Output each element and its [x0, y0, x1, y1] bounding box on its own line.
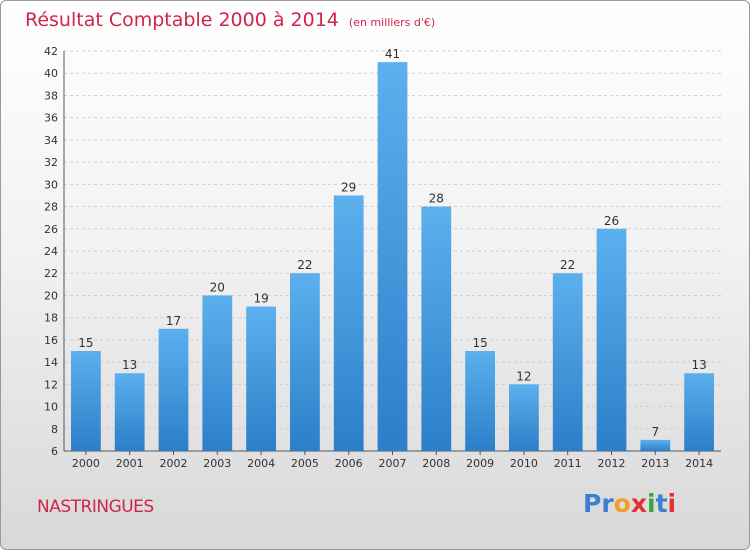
x-tick-label: 2003: [203, 457, 231, 470]
data-label: 29: [341, 180, 356, 194]
x-tick-label: 2009: [466, 457, 494, 470]
data-label: 22: [560, 258, 575, 272]
y-tick-label: 18: [44, 312, 58, 325]
place-name: NASTRINGUES: [37, 497, 154, 517]
y-tick-label: 42: [44, 45, 58, 58]
x-tick-label: 2007: [379, 457, 407, 470]
y-tick-label: 6: [51, 445, 58, 458]
chart-title-text: Résultat Comptable 2000 à 2014: [25, 9, 339, 31]
chart-title: Résultat Comptable 2000 à 2014 (en millie…: [25, 9, 435, 31]
y-tick-label: 36: [44, 112, 58, 125]
data-label: 13: [691, 358, 706, 372]
x-tick-label: 2010: [510, 457, 538, 470]
y-tick-label: 28: [44, 201, 58, 214]
y-tick-label: 20: [44, 289, 58, 302]
x-tick-label: 2013: [641, 457, 669, 470]
data-label: 19: [253, 292, 268, 306]
x-tick-label: 2000: [72, 457, 100, 470]
y-tick-label: 30: [44, 178, 58, 191]
data-label: 15: [472, 336, 487, 350]
x-tick-label: 2011: [554, 457, 582, 470]
y-tick-label: 14: [44, 356, 58, 369]
data-label: 17: [166, 314, 181, 328]
y-tick-label: 16: [44, 334, 58, 347]
y-tick-label: 34: [44, 134, 58, 147]
y-tick-label: 12: [44, 378, 58, 391]
bar: [465, 351, 495, 451]
bar: [684, 373, 714, 451]
x-tick-label: 2004: [247, 457, 275, 470]
y-tick-label: 24: [44, 245, 58, 258]
bar: [202, 295, 233, 451]
y-tick-label: 26: [44, 223, 58, 236]
bar: [509, 384, 539, 451]
data-label: 12: [516, 369, 531, 383]
y-tick-label: 10: [44, 401, 58, 414]
data-label: 28: [429, 192, 444, 206]
x-tick-label: 2012: [598, 457, 626, 470]
bar: [246, 306, 276, 451]
bar: [71, 351, 101, 451]
bar: [290, 273, 320, 451]
bar: [158, 328, 189, 451]
x-tick-label: 2008: [422, 457, 450, 470]
y-tick-label: 38: [44, 89, 58, 102]
bar: [596, 228, 627, 451]
y-tick-label: 32: [44, 156, 58, 169]
y-tick-label: 40: [44, 67, 58, 80]
chart-subtitle: (en milliers d'€): [348, 16, 436, 29]
x-tick-label: 2006: [335, 457, 363, 470]
y-tick-label: 22: [44, 267, 58, 280]
data-label: 22: [297, 258, 312, 272]
data-label: 41: [385, 47, 400, 61]
data-label: 15: [78, 336, 93, 350]
bar: [333, 195, 364, 451]
bar: [552, 273, 583, 451]
data-label: 7: [651, 425, 659, 439]
bar: [421, 206, 452, 451]
x-tick-label: 2001: [116, 457, 144, 470]
bar: [640, 439, 671, 451]
bar: [377, 62, 408, 451]
x-tick-label: 2002: [160, 457, 188, 470]
x-tick-label: 2014: [685, 457, 713, 470]
proxiti-logo: Proxiti: [583, 489, 677, 518]
y-tick-label: 8: [51, 423, 58, 436]
x-tick-label: 2005: [291, 457, 319, 470]
data-label: 20: [210, 280, 225, 294]
bar: [114, 373, 145, 451]
data-label: 13: [122, 358, 137, 372]
data-label: 26: [604, 214, 619, 228]
